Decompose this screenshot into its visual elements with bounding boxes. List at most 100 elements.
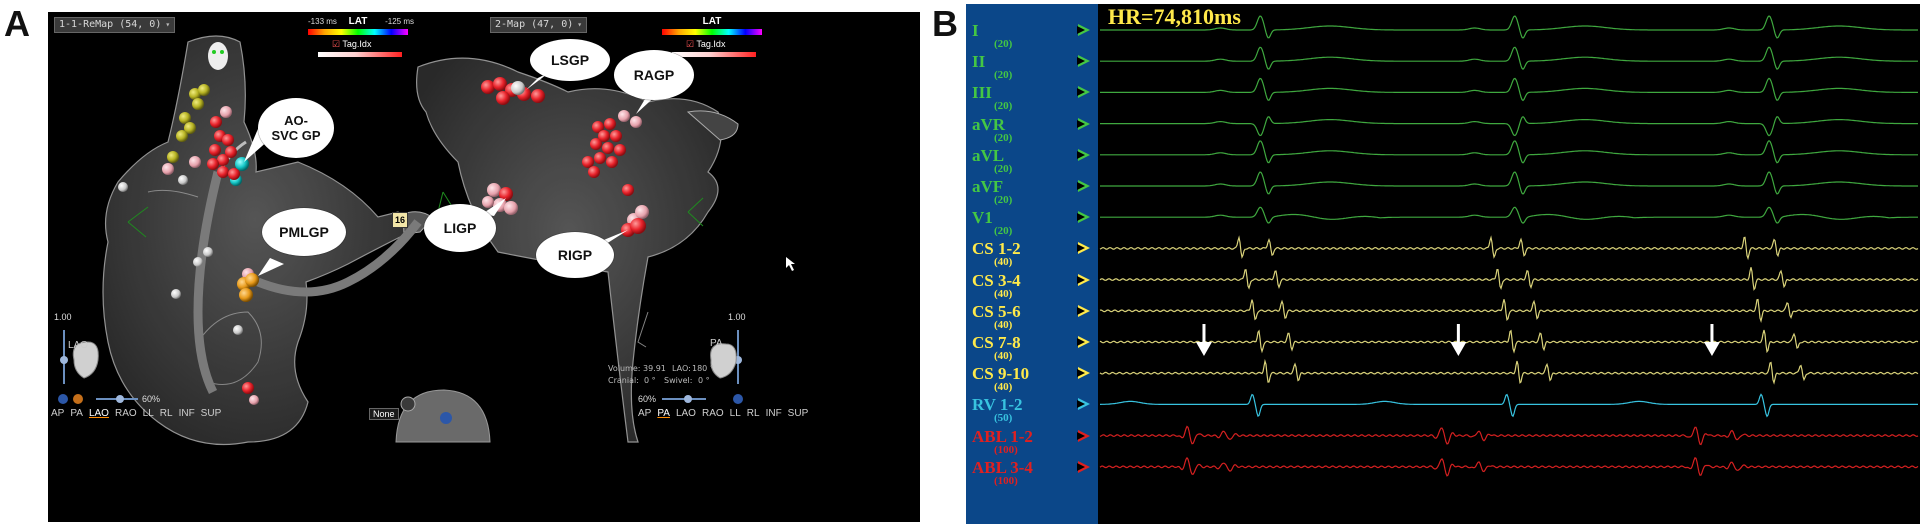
view-lao-button[interactable]: LAO — [88, 408, 109, 419]
view-pa-button[interactable]: PA — [70, 408, 83, 419]
channel-trace — [1100, 115, 1918, 137]
channel-name: ABL 1-2 — [972, 426, 1033, 446]
channel-marker-icon — [1077, 460, 1090, 473]
panel-letter-a: A — [4, 3, 30, 44]
tag-index-label: ☑ Tag.Idx — [332, 39, 371, 50]
right-view-buttons[interactable]: AP PA LAO RAO LL RL INF SUP — [638, 408, 814, 419]
channel-marker-icon — [1077, 367, 1090, 380]
gp-response-arrow-icon — [1703, 324, 1720, 356]
heart-orientation-icon — [72, 341, 737, 379]
catheter-ra — [193, 170, 223, 395]
channel-trace — [1099, 329, 1919, 354]
none-dropdown[interactable]: None — [369, 408, 399, 420]
channel-gain: (40) — [994, 350, 1013, 362]
channel-gain: (40) — [994, 287, 1013, 300]
view-pa-button[interactable]: PA — [657, 408, 670, 419]
info-swivel-label: Swivel: — [664, 376, 693, 385]
channel-gain: (50) — [994, 412, 1013, 425]
channel-trace — [1099, 267, 1919, 291]
anatomy-maps[interactable] — [48, 12, 920, 522]
view-ap-button[interactable]: AP — [51, 408, 65, 419]
channel-trace — [1099, 298, 1919, 324]
right-map-title[interactable]: 2-Map (47, 0) ▾ — [490, 17, 588, 33]
left-map-title[interactable]: 1-1-ReMap (54, 0) ▾ — [54, 17, 176, 33]
left-tool-buttons[interactable] — [58, 394, 83, 404]
right-gp-tags — [481, 77, 649, 237]
channel-name: CS 3-4 — [972, 270, 1021, 290]
tag-index-label: ☑ Tag.Idx — [686, 39, 725, 50]
channel-marker-icon — [1077, 336, 1090, 348]
channel-trace — [1099, 358, 1919, 385]
info-cranial-label: Cranial: — [608, 376, 639, 385]
view-rl-button[interactable]: RL — [746, 408, 760, 419]
channel-marker-icon — [1077, 398, 1090, 411]
view-rao-button[interactable]: RAO — [701, 408, 724, 419]
view-ll-button[interactable]: LL — [142, 408, 154, 419]
heart-rate-text: HR=74,810ms — [1108, 4, 1241, 29]
channel-name: aVF — [972, 177, 1004, 196]
left-view-buttons[interactable]: AP PA LAO RAO LL RL INF SUP — [51, 408, 227, 419]
tag-index-text: Tag.Idx — [696, 39, 726, 49]
channel-trace — [1100, 140, 1918, 164]
channel-name: III — [972, 83, 992, 103]
gp-response-arrow-icon — [1195, 324, 1212, 356]
orientation-head-icon — [208, 42, 228, 70]
view-sup-button[interactable]: SUP — [787, 408, 809, 419]
lat-color-bar — [308, 29, 408, 35]
channel-name: aVL — [972, 145, 1005, 165]
view-sup-button[interactable]: SUP — [200, 408, 222, 419]
channel-gain: (20) — [994, 194, 1013, 206]
view-inf-button[interactable]: INF — [178, 408, 195, 419]
channel-gain: (20) — [994, 225, 1013, 238]
channel-trace — [1099, 456, 1919, 477]
channel-marker-icon — [1077, 304, 1090, 317]
channel-marker-icon — [1077, 148, 1090, 161]
checkbox-icon: ☑ — [686, 39, 695, 49]
left-zoom-slider[interactable] — [60, 330, 138, 403]
left-zoom-label: 60% — [142, 394, 161, 404]
view-rl-button[interactable]: RL — [159, 408, 173, 419]
catheter-cs — [256, 219, 422, 297]
channel-gain: (20) — [994, 100, 1013, 113]
chevron-down-icon: ▾ — [165, 20, 171, 29]
channel-name: RV 1-2 — [972, 395, 1023, 415]
compass-widget[interactable] — [395, 389, 491, 443]
channel-name: CS 5-6 — [972, 301, 1021, 321]
tag-index-bar — [672, 52, 756, 57]
channel-name: CS 7-8 — [972, 333, 1021, 352]
channel-name: II — [972, 52, 986, 72]
lat-label: LAT — [348, 16, 368, 27]
channel-trace — [1099, 235, 1919, 261]
channel-marker-icon — [1077, 429, 1090, 442]
left-axis-icon — [127, 206, 149, 238]
mapping-viewer[interactable]: 1-1-ReMap (54, 0) ▾ -133 ms LAT -125 ms ☑… — [48, 12, 920, 522]
callout-pmlgp: PMLGP — [262, 208, 346, 256]
channel-gain: (20) — [994, 69, 1013, 82]
view-ll-button[interactable]: LL — [729, 408, 741, 419]
callout-lsgp: LSGP — [530, 39, 610, 81]
channel-name: CS 9-10 — [972, 364, 1030, 384]
callout-rigp: RIGP — [536, 232, 614, 278]
egm-recording: HR=74,810ms I (20) II (20) III (20) aVR (20) aVL… — [966, 4, 1920, 524]
info-volume: Volume: 39.91 — [608, 364, 666, 373]
panel-letter-b: B — [932, 3, 958, 44]
view-rao-button[interactable]: RAO — [114, 408, 137, 419]
channel-marker-icon — [1077, 117, 1090, 130]
right-zoom-label: 60% — [638, 394, 657, 404]
view-inf-button[interactable]: INF — [765, 408, 782, 419]
channel-name: V1 — [972, 208, 993, 228]
info-swivel-value: 0 ° — [698, 376, 710, 385]
mouse-cursor-icon — [786, 257, 795, 271]
view-ap-button[interactable]: AP — [638, 408, 652, 419]
right-tool-buttons[interactable] — [733, 394, 743, 404]
callout-ao-line2: SVC GP — [271, 128, 321, 143]
lat-color-bar — [662, 29, 762, 35]
info-cranial-value: 0 ° — [644, 376, 656, 385]
channel-gain: (20) — [994, 38, 1013, 50]
left-view-label: LAO — [68, 340, 89, 351]
channel-marker-icon — [1077, 180, 1090, 192]
right-map-title-text: 2-Map (47, 0) — [495, 19, 574, 30]
channel-marker-icon — [1077, 86, 1090, 99]
view-lao-button[interactable]: LAO — [675, 408, 696, 419]
channel-trace — [1100, 206, 1918, 224]
